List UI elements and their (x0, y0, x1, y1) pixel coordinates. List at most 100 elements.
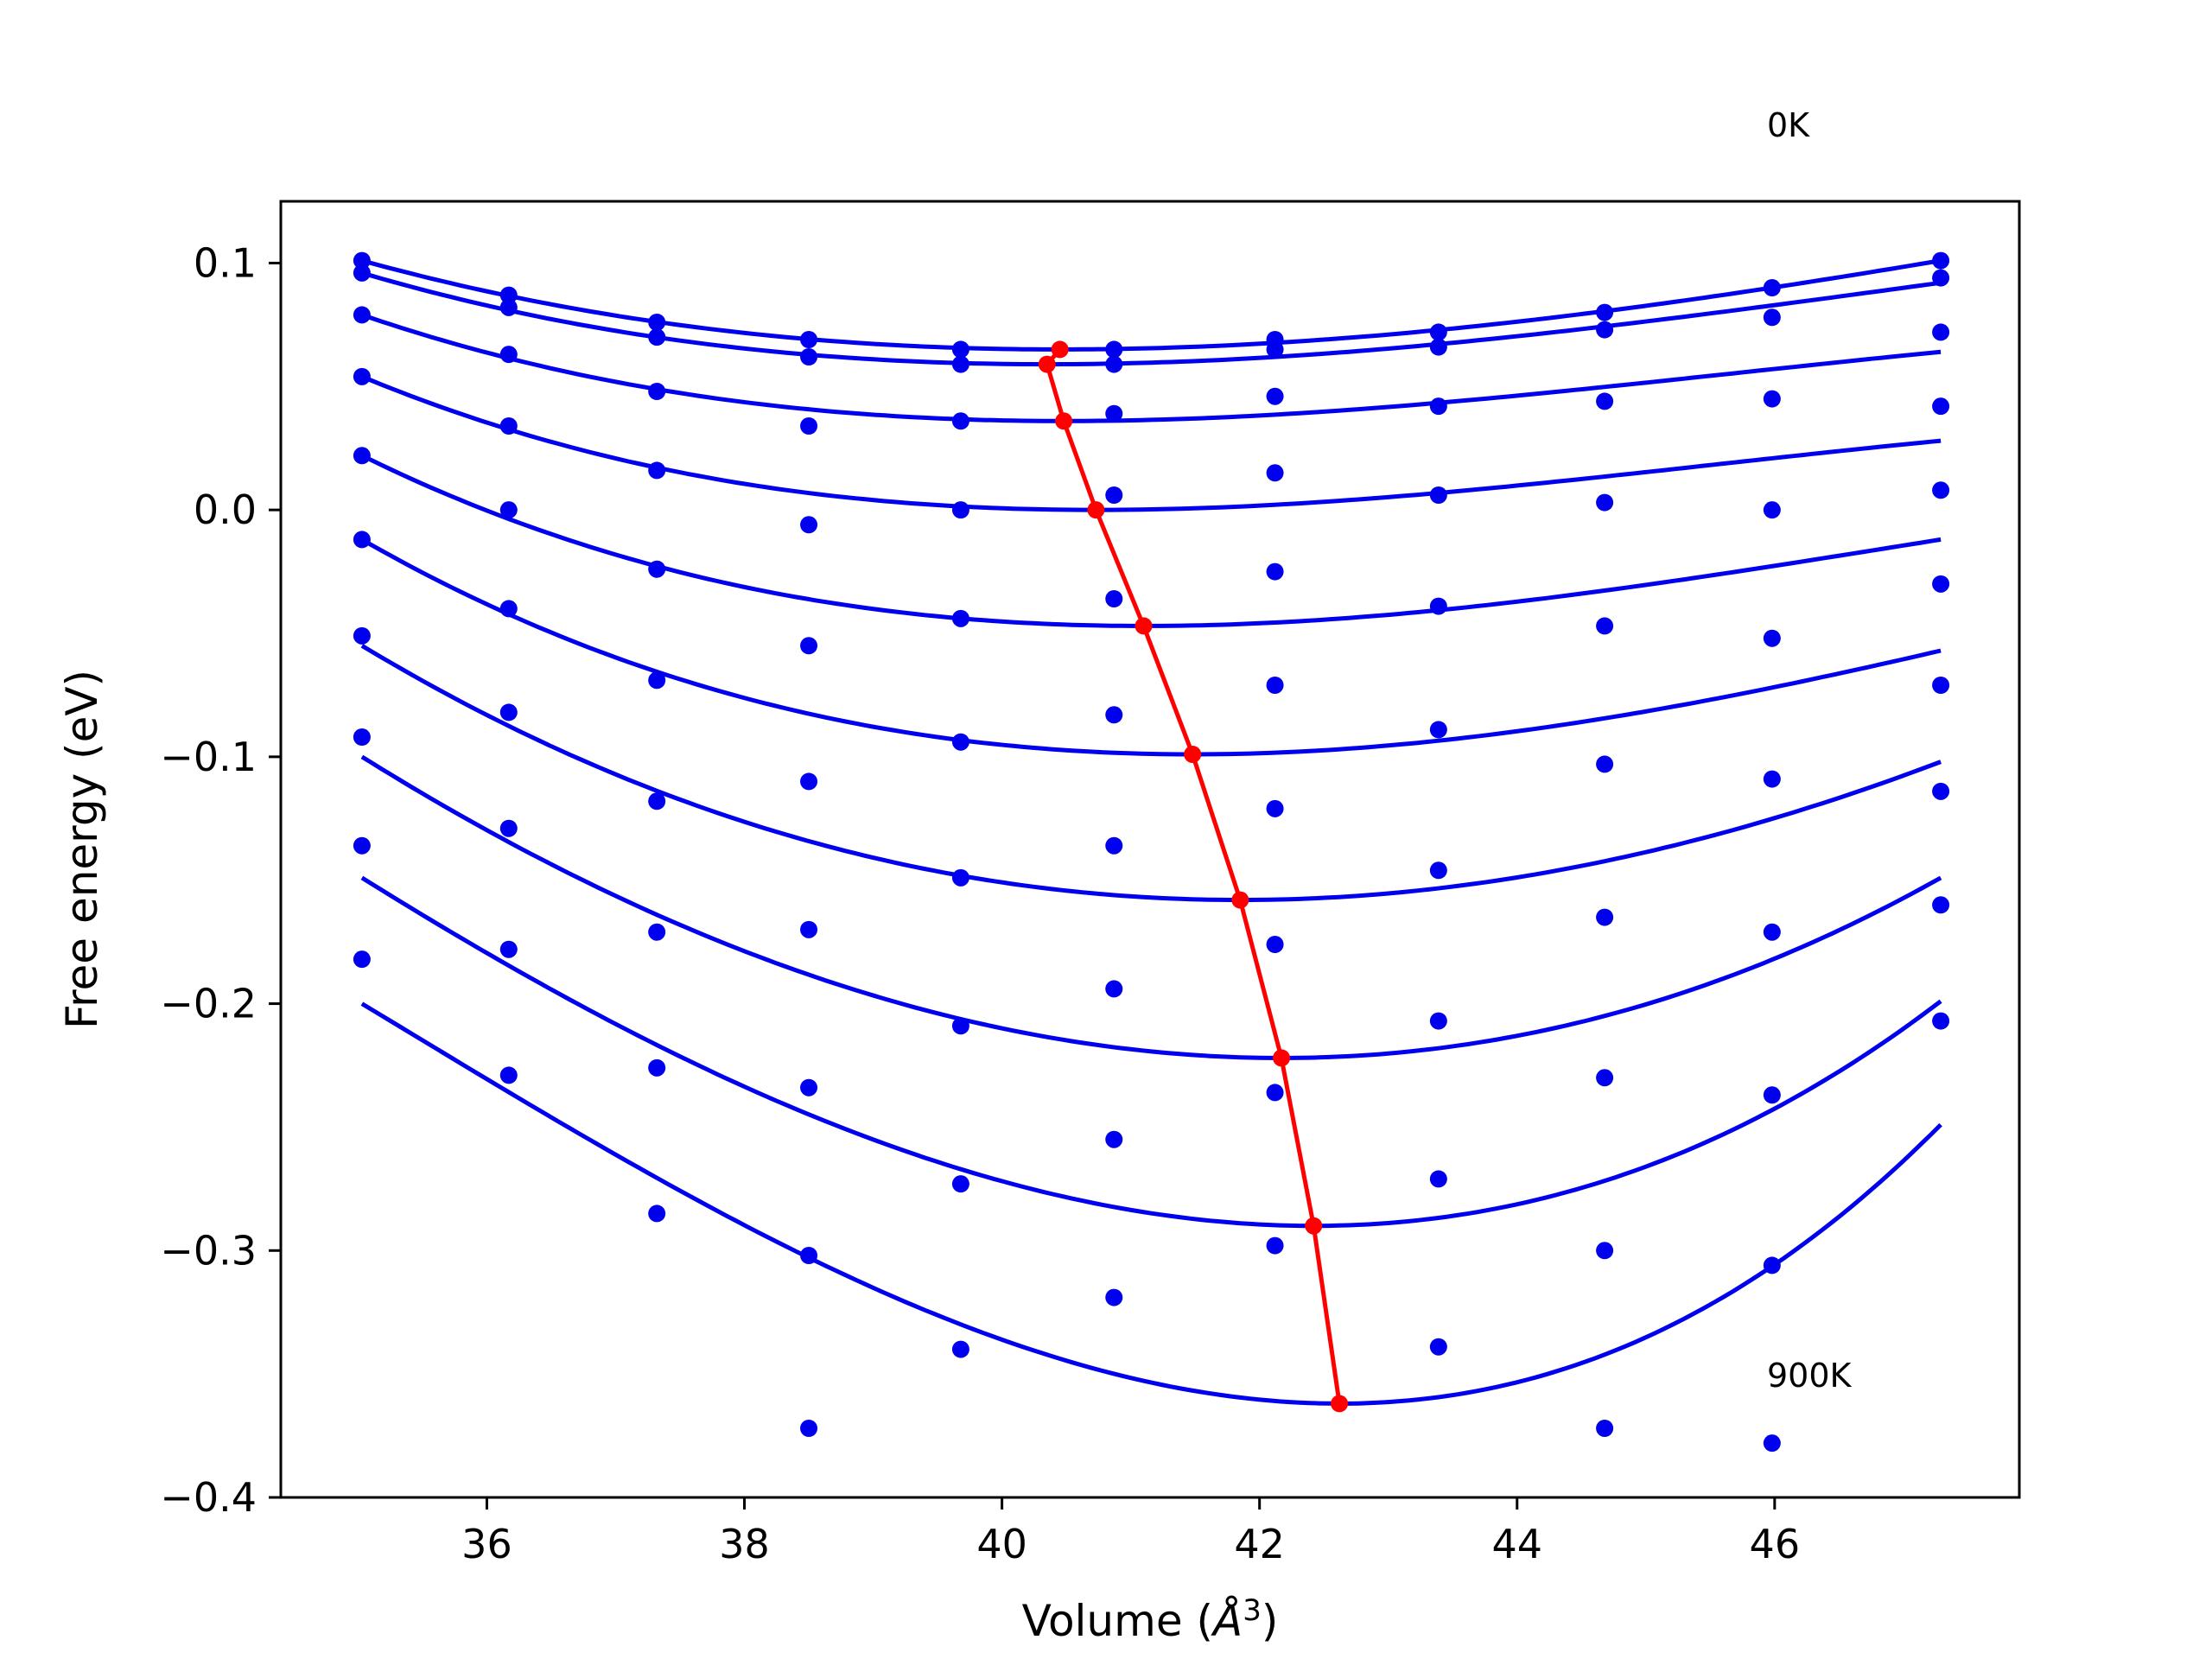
data-point (1932, 481, 1950, 499)
data-point (499, 1066, 518, 1084)
minimum-point (1055, 412, 1073, 430)
data-point (1266, 799, 1284, 817)
data-point (1429, 1338, 1447, 1356)
data-point (1763, 1256, 1781, 1274)
data-point (1932, 782, 1950, 800)
y-tick-label: −0.4 (160, 1474, 257, 1521)
data-point (1429, 1012, 1447, 1030)
data-point (951, 412, 969, 430)
data-point (1429, 597, 1447, 615)
data-point (1429, 721, 1447, 739)
fit-curve (360, 644, 1942, 903)
data-point (951, 1175, 969, 1193)
data-point (1266, 1236, 1284, 1255)
data-point (353, 836, 371, 855)
data-point (499, 298, 518, 316)
fit-curve (361, 313, 1942, 423)
data-point (1932, 575, 1950, 593)
data-point (951, 501, 969, 519)
data-point (800, 417, 818, 435)
data-point (499, 501, 518, 519)
data-point (1105, 486, 1123, 504)
data-point (1596, 493, 1614, 512)
data-point (1932, 251, 1950, 270)
data-point (1429, 338, 1447, 356)
data-point (353, 264, 371, 282)
data-point (353, 626, 371, 645)
data-point (1596, 908, 1614, 926)
data-point (1105, 836, 1123, 855)
data-point (353, 367, 371, 385)
annotation-0k: 0K (1767, 106, 1810, 144)
data-point (1763, 923, 1781, 941)
data-point (499, 600, 518, 618)
x-tick-label: 38 (719, 1521, 770, 1567)
x-axis-label-exponent: 3 (1243, 1593, 1262, 1628)
data-point (951, 1017, 969, 1035)
minimum-point (1135, 617, 1153, 635)
data-point (353, 728, 371, 746)
data-point (1763, 279, 1781, 296)
x-tick-label: 36 (461, 1521, 512, 1567)
data-point (1932, 896, 1950, 914)
data-point (951, 733, 969, 751)
data-point (1763, 501, 1781, 519)
data-point (1105, 1288, 1123, 1306)
x-tick-label: 46 (1750, 1521, 1801, 1567)
data-point (1932, 677, 1950, 694)
annotation-900k: 900K (1767, 1357, 1853, 1395)
data-point (1596, 617, 1614, 635)
data-point (951, 868, 969, 887)
fit-curve (360, 875, 1942, 1229)
x-axis: 36 38 40 42 44 46 (461, 1497, 1800, 1567)
plot-frame (279, 200, 2021, 1499)
x-tick-label: 44 (1491, 1521, 1542, 1567)
data-point (951, 355, 969, 373)
data-point (353, 950, 371, 969)
x-tick-label: 40 (976, 1521, 1027, 1567)
y-tick-label: −0.3 (160, 1227, 257, 1274)
minimum-point (1273, 1049, 1291, 1067)
data-point (1932, 269, 1950, 287)
data-point (951, 1340, 969, 1358)
x-axis-label: Volume (Å3) (1022, 1593, 1279, 1646)
data-point (1763, 1434, 1781, 1452)
data-point (648, 328, 666, 346)
data-point (800, 348, 818, 365)
data-point (1266, 1084, 1284, 1102)
data-point (1105, 1130, 1123, 1148)
y-axis-label: Free energy (eV) (57, 670, 107, 1029)
data-point (1105, 980, 1123, 998)
data-point (1429, 486, 1447, 504)
data-point (800, 1247, 818, 1264)
minimum-point (1087, 501, 1105, 519)
data-point (800, 331, 818, 348)
fit-curve (360, 537, 1942, 757)
data-point (1105, 706, 1123, 724)
data-point (800, 920, 818, 938)
x-axis-label-symbol: Å (1211, 1596, 1243, 1646)
data-point (1932, 323, 1950, 341)
data-point (499, 346, 518, 364)
fit-curve (360, 1001, 1942, 1406)
data-points (353, 251, 1950, 1452)
data-point (1932, 1012, 1950, 1030)
data-point (1596, 1069, 1614, 1087)
data-point (1266, 340, 1284, 359)
fit-curve (361, 270, 1942, 367)
minimum-line (1045, 347, 1342, 1404)
data-point (1763, 770, 1781, 788)
data-point (1429, 861, 1447, 880)
minimum-point (1051, 340, 1069, 359)
x-axis-label-prefix: Volume ( (1022, 1596, 1213, 1646)
data-point (1596, 1420, 1614, 1437)
fit-curve (360, 754, 1942, 1060)
x-axis-label-suffix: ) (1262, 1596, 1279, 1646)
minimum-point (1305, 1217, 1323, 1235)
data-point (648, 314, 666, 331)
minimum-point (1184, 746, 1202, 763)
data-point (1266, 936, 1284, 953)
data-point (499, 940, 518, 958)
data-point (951, 340, 969, 359)
